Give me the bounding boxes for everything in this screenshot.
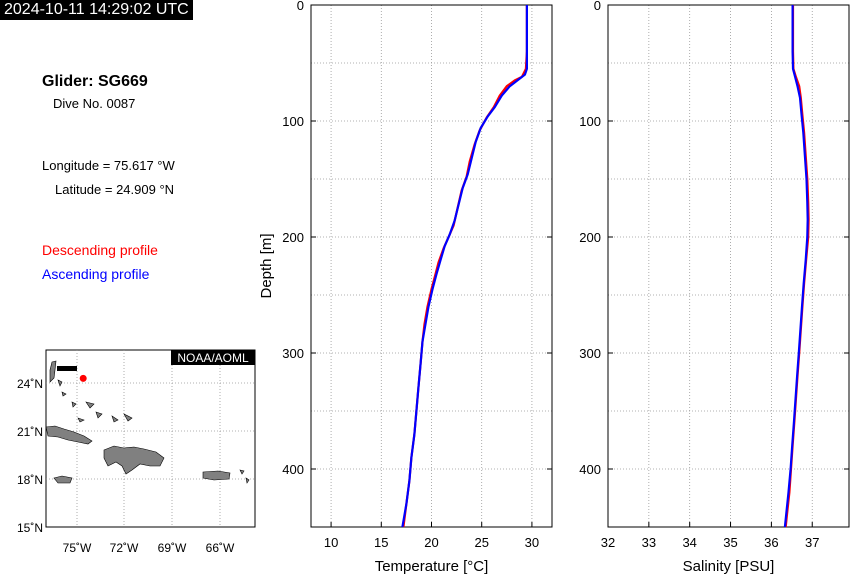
legend-descending: Descending profile [42,242,158,258]
dive-number: Dive No. 0087 [53,96,136,111]
x-tick-label: 37 [805,535,819,550]
y-tick-label: 300 [579,346,601,361]
glider-title: Glider: SG669 [42,73,148,90]
x-tick-label: 34 [682,535,696,550]
land-masses [45,360,250,484]
x-axis-label: Temperature [°C] [375,558,489,574]
y-tick-label: 200 [282,230,304,245]
map-credit: NOAA/AOML [177,351,249,365]
y-tick-label: 400 [282,462,304,477]
y-tick-label: 400 [579,462,601,477]
series-line-descending [402,5,528,528]
map-lat-tick: 21˚N [17,425,43,439]
x-tick-label: 25 [474,535,488,550]
y-tick-label: 200 [579,230,601,245]
y-tick-label: 100 [282,114,304,129]
y-tick-label: 0 [297,0,304,13]
y-tick-label: 0 [594,0,601,13]
timestamp: 2024-10-11 14:29:02 UTC [0,0,193,20]
map-credit-box [171,350,255,365]
longitude-readout: Longitude = 75.617 °W [42,158,175,173]
map-lon-tick: 72˚W [110,541,139,555]
x-tick-label: 36 [764,535,778,550]
plot-frame [607,4,850,528]
x-tick-label: 30 [525,535,539,550]
glider-track [57,366,77,371]
cuba-landmass [45,425,93,445]
x-tick-label: 15 [374,535,388,550]
x-tick-label: 35 [723,535,737,550]
x-axis-label: Salinity [PSU] [683,558,775,574]
y-axis-label: Depth [m] [258,233,275,298]
jamaica-landmass [53,475,73,484]
map-lon-tick: 75˚W [63,541,92,555]
salinity-chart: 32 33 34 35 36 37 0 100 200 300 400 Salinity [PSU] [579,0,850,574]
legend-ascending: Ascending profile [42,266,150,282]
map-lon-tick: 69˚W [158,541,187,555]
bahamas-islands [49,360,250,484]
series-line-ascending [783,5,809,528]
y-tick-label: 100 [579,114,601,129]
location-map: NOAA/AOML 24˚N 21˚N 18˚N 15˚N 75˚W 72˚W … [17,349,256,555]
map-lat-tick: 18˚N [17,473,43,487]
grid [607,4,849,527]
hispaniola-landmass [103,445,165,475]
map-lon-tick: 66˚W [206,541,235,555]
x-tick-label: 10 [324,535,338,550]
map-lat-tick: 24˚N [17,377,43,391]
puerto-rico-landmass [202,470,231,481]
x-tick-label: 33 [642,535,656,550]
y-tick-label: 300 [282,346,304,361]
latitude-readout: Latitude = 24.909 °N [55,182,175,197]
glider-position-marker [79,374,87,382]
series-line-ascending [401,5,528,528]
map-lat-tick: 15˚N [17,521,43,535]
grid [311,4,552,527]
x-tick-label: 20 [424,535,438,550]
x-tick-label: 32 [601,535,615,550]
